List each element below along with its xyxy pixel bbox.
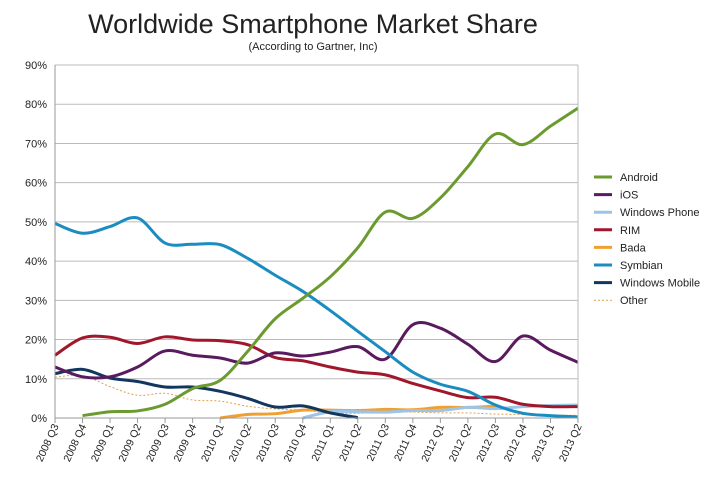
x-tick-label: 2012 Q1 — [419, 422, 447, 464]
series-line-other — [54, 374, 579, 416]
chart-title: Worldwide Smartphone Market Share — [88, 9, 538, 39]
x-tick-label: 2011 Q1 — [309, 422, 337, 463]
y-tick-label: 50% — [25, 217, 47, 229]
x-tick-label: 2011 Q3 — [364, 422, 392, 463]
y-tick-label: 20% — [25, 335, 47, 347]
x-tick-label: 2010 Q4 — [282, 422, 310, 464]
legend-label-bada: Bada — [620, 242, 647, 254]
legend-label-windows-phone: Windows Phone — [620, 207, 700, 219]
y-tick-label: 10% — [25, 374, 47, 386]
y-tick-label: 90% — [25, 60, 47, 72]
legend-label-android: Android — [620, 172, 658, 184]
x-tick-label: 2011 Q4 — [392, 422, 420, 463]
legend-label-symbian: Symbian — [620, 260, 663, 272]
x-tick-label: 2009 Q4 — [171, 422, 199, 464]
series-line-ios — [54, 321, 579, 380]
legend-label-other: Other — [620, 295, 648, 307]
y-tick-label: 70% — [25, 138, 47, 150]
x-tick-label: 2011 Q2 — [337, 422, 365, 463]
y-tick-label: 0% — [31, 413, 47, 425]
legend-label-windows-mobile: Windows Mobile — [620, 278, 700, 290]
series-line-symbian — [54, 215, 579, 419]
x-tick-label: 2010 Q2 — [226, 422, 254, 464]
chart-subtitle: (According to Gartner, Inc) — [249, 41, 378, 53]
x-tick-label: 2012 Q3 — [474, 422, 502, 464]
x-tick-label: 2010 Q3 — [254, 422, 282, 464]
x-tick-label: 2012 Q2 — [447, 422, 475, 464]
x-tick-label: 2010 Q1 — [199, 422, 227, 464]
x-tick-label: 2012 Q4 — [502, 422, 530, 464]
x-tick-label: 2013 Q1 — [529, 422, 557, 464]
x-tick-label: 2009 Q1 — [89, 422, 117, 464]
y-tick-label: 80% — [25, 99, 47, 111]
y-tick-label: 30% — [25, 295, 47, 307]
x-tick-label: 2013 Q2 — [557, 422, 585, 464]
series-line-android — [82, 106, 579, 418]
y-tick-label: 40% — [25, 256, 47, 268]
legend-label-rim: RIM — [620, 225, 640, 237]
x-tick-label: 2008 Q3 — [34, 422, 62, 464]
y-tick-label: 60% — [25, 178, 47, 190]
x-tick-label: 2008 Q4 — [61, 422, 89, 464]
x-tick-label: 2009 Q3 — [144, 422, 172, 464]
series-line-rim — [54, 334, 579, 409]
legend-label-ios: iOS — [620, 190, 638, 202]
x-tick-label: 2009 Q2 — [116, 422, 144, 464]
